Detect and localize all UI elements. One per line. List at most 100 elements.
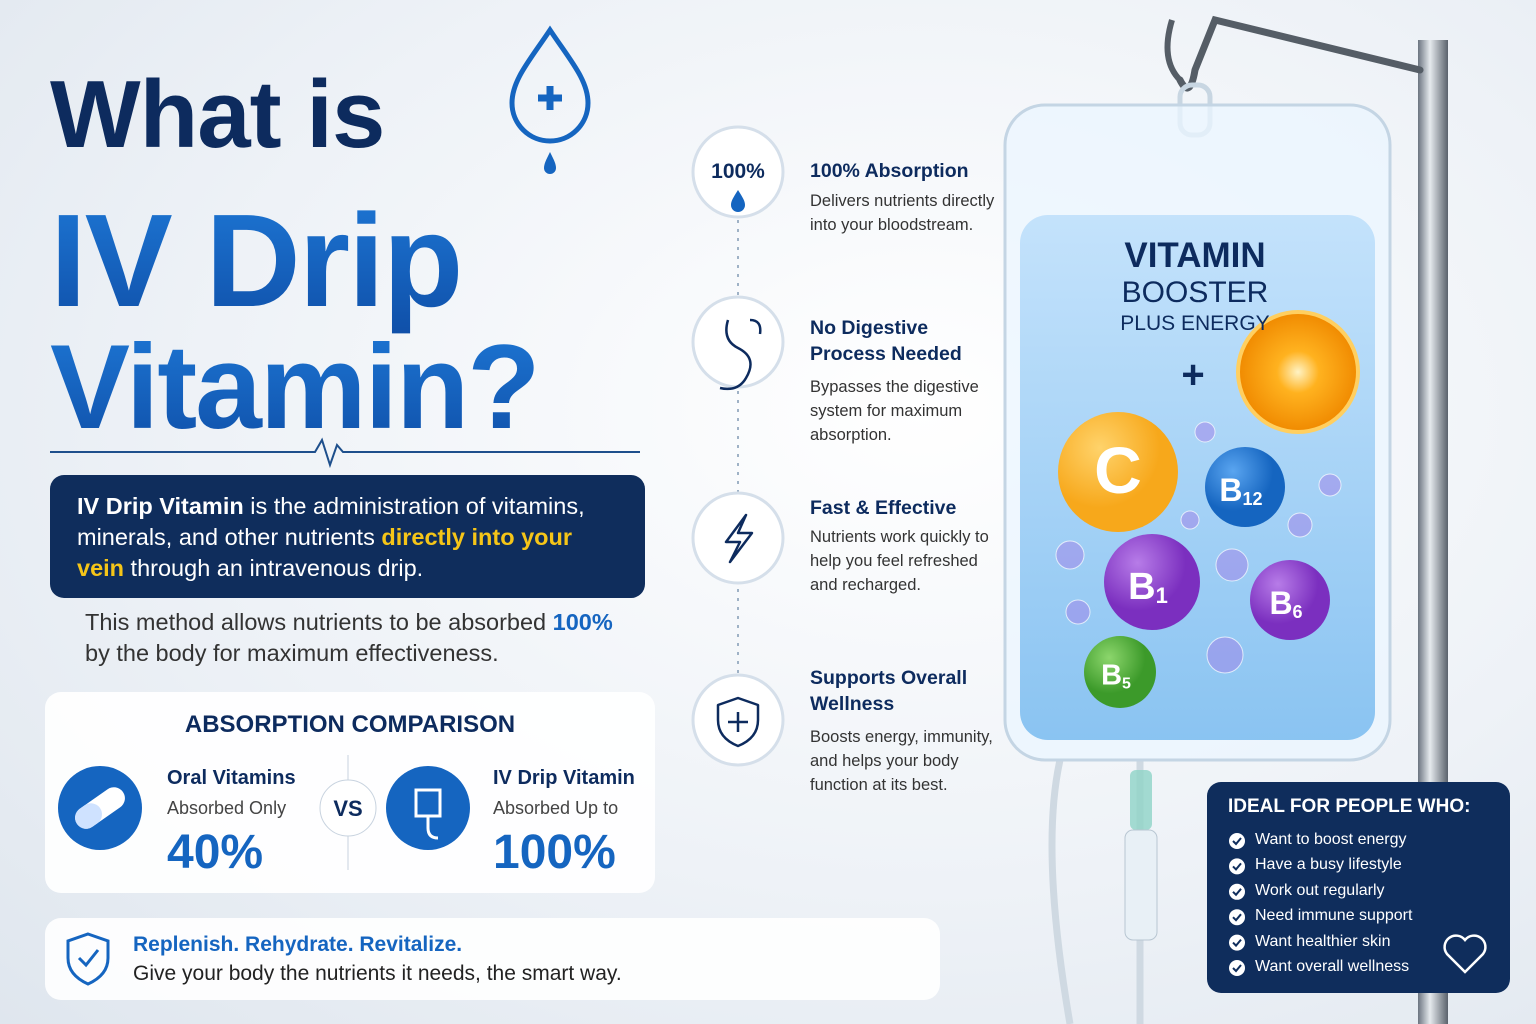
- bag-label: BOOSTER: [1121, 276, 1269, 309]
- benefit-title: Supports Overall Wellness: [810, 667, 968, 715]
- vitamin-ball: [1058, 412, 1178, 532]
- vitamin-ball: [1250, 560, 1330, 640]
- bubble: [1055, 540, 1085, 570]
- pill: [75, 787, 125, 829]
- vitamin-sub: 1: [1156, 583, 1168, 608]
- bubble: [1065, 599, 1091, 625]
- vs-circle: [319, 779, 377, 837]
- ideal-item: Work out regularly: [1255, 881, 1385, 899]
- ideal-item: Want overall wellness: [1255, 958, 1410, 975]
- benefit-icon: [724, 513, 754, 564]
- vitamin-letter: B: [1128, 566, 1155, 608]
- title-line: IV Drip: [50, 187, 463, 334]
- ideal-title: IDEAL FOR PEOPLE WHO:: [1228, 796, 1471, 817]
- comparison-note: Absorbed Only: [167, 798, 287, 818]
- vitamin-ball: [1104, 534, 1200, 630]
- check-circle: [1229, 883, 1245, 900]
- ideal-item: Have a busy lifestyle: [1255, 856, 1402, 874]
- check-mark: [1232, 964, 1242, 973]
- drop: [544, 152, 556, 174]
- vitamin-label: B12: [1219, 472, 1262, 509]
- bubble: [1215, 548, 1249, 582]
- benefit-circle: [691, 295, 785, 389]
- iv-hook: [1176, 15, 1424, 92]
- intro-box: IV Drip Vitamin is the administration of…: [50, 475, 645, 598]
- method-text: by the body for maximum effectiveness.: [85, 640, 499, 666]
- method-text: 100%: [552, 609, 613, 635]
- check-mark: [1232, 938, 1242, 948]
- intro-text: directly into your vein: [77, 524, 572, 581]
- ideal-item: Want to boost energy: [1255, 831, 1407, 848]
- comparison-value: 100%: [493, 826, 616, 879]
- comparison-title: ABSORPTION COMPARISON: [184, 711, 516, 738]
- title-line: Vitamin?: [50, 320, 541, 454]
- intro-text: is the administration of vitamins, miner…: [77, 493, 585, 550]
- vitamin-label: B1: [1128, 566, 1168, 608]
- bubble: [1206, 636, 1244, 674]
- benefit-text: Nutrients work quickly to help you feel …: [810, 528, 989, 594]
- drop-icon: [509, 25, 591, 144]
- benefit-text: Delivers nutrients directly into your bl…: [810, 192, 995, 234]
- vitamin-letter: C: [1094, 433, 1142, 507]
- check-mark: [1232, 862, 1242, 871]
- benefit-title: Fast & Effective: [810, 497, 957, 519]
- drip-chamber: [1124, 829, 1158, 941]
- drop-icon: [731, 190, 745, 212]
- bubble: [1194, 421, 1216, 443]
- plus-sign: +: [1181, 353, 1204, 397]
- check-circle: [1229, 833, 1245, 849]
- benefit-icon: [716, 696, 760, 748]
- intro-text: through an intravenous drip.: [124, 555, 424, 581]
- vitamin-sub: 12: [1243, 489, 1263, 509]
- check-icon: [77, 949, 100, 968]
- comparison-value: 40%: [167, 826, 264, 879]
- heart-icon: [1443, 934, 1487, 974]
- check-mark: [1232, 913, 1242, 922]
- check-mark: [1232, 888, 1242, 897]
- vs-label: VS: [333, 796, 363, 821]
- vitamin-letter: B: [1269, 585, 1292, 621]
- benefit-title: No Digestive Process Needed: [810, 317, 962, 365]
- connector: [1130, 770, 1152, 830]
- vitamin-label: B6: [1269, 585, 1302, 622]
- bubble: [1180, 510, 1200, 530]
- benefit-circle: [691, 125, 785, 219]
- method-text: This method allows nutrients to be absor…: [85, 609, 553, 635]
- plus-icon: [538, 86, 562, 110]
- ideal-item: Want healthier skin: [1255, 932, 1391, 950]
- tagline-headline: Replenish. Rehydrate. Revitalize.: [133, 933, 463, 956]
- vitamin-letter: B: [1219, 472, 1242, 508]
- divider: [50, 437, 640, 469]
- check-circle: [1229, 909, 1245, 926]
- check-circle: [1229, 934, 1245, 951]
- check-marks: [1229, 833, 1245, 976]
- vitamin-label: B5: [1101, 660, 1131, 693]
- check-circle: [1229, 858, 1245, 875]
- check-mark: [1232, 837, 1242, 846]
- benefit-title: 100% Absorption: [810, 160, 969, 182]
- benefit-text: Bypasses the digestive system for maximu…: [810, 378, 979, 444]
- check-circle: [1229, 960, 1245, 976]
- comparison-name: IV Drip Vitamin: [493, 767, 635, 789]
- vitamin-letter: B: [1101, 660, 1122, 692]
- method-text: This method allows nutrients to be absor…: [85, 607, 625, 669]
- iv-hook: [1164, 19, 1183, 83]
- comparison-name: Oral Vitamins: [167, 767, 296, 789]
- intro-text: IV Drip Vitamin: [77, 493, 244, 519]
- benefit-circle: [691, 491, 785, 585]
- vitamin-sub: 6: [1293, 602, 1303, 622]
- comparison-note: Absorbed Up to: [493, 798, 619, 818]
- benefit-text: Boosts energy, immunity, and helps your …: [810, 728, 993, 794]
- benefit-icons: 100%: [691, 125, 785, 767]
- benefit-icon: [719, 318, 762, 391]
- bag-label: VITAMIN: [1124, 236, 1266, 275]
- iv-icon: [386, 766, 470, 850]
- benefit-badge: 100%: [711, 160, 765, 183]
- bubble: [1318, 473, 1342, 497]
- vitamin-ball: [1205, 447, 1285, 527]
